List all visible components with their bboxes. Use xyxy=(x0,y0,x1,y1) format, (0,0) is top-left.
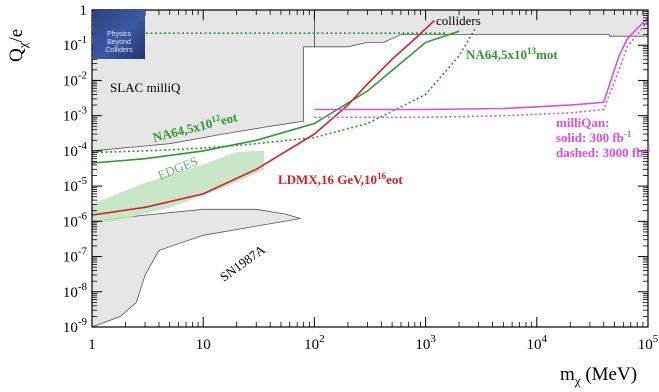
physics-beyond-colliders-logo: Physics Beyond Colliders xyxy=(93,9,145,59)
x-tick-label: 1 xyxy=(88,337,96,353)
y-tick-label: 10-4 xyxy=(63,140,88,160)
axis-ticks: 1 10 102 103 104 105 1 10-1 10-2 10-3 10-4 10-5 10-6… xyxy=(63,3,659,353)
y-tick-label: 10-1 xyxy=(63,34,87,54)
series-na64-eot xyxy=(91,30,460,164)
series-ldmx xyxy=(91,20,435,216)
plot-frame xyxy=(91,9,649,328)
logo-line-3: Colliders xyxy=(105,47,133,54)
label-sn1987a: SN1987A xyxy=(217,241,268,284)
logo-line-2: Beyond xyxy=(107,39,131,46)
x-tick-label: 102 xyxy=(304,333,325,353)
y-tick-label: 10-5 xyxy=(63,175,88,195)
milliqan-legend-title: milliQan: xyxy=(556,115,609,130)
label-slac-milliq: SLAC milliQ xyxy=(110,80,181,95)
milliqan-legend: milliQan: solid: 300 fb-1 dashed: 3000 f… xyxy=(556,115,651,160)
series-na64-mot xyxy=(91,27,476,154)
x-axis-title-sub: χ xyxy=(574,373,581,388)
y-tick-label: 10-9 xyxy=(63,316,88,336)
x-tick-label: 105 xyxy=(638,333,659,353)
logo-line-1: Physics xyxy=(106,31,132,38)
series-milliqan-3000 xyxy=(314,20,649,119)
x-tick-label: 104 xyxy=(527,333,548,353)
x-tick-label: 10 xyxy=(196,337,211,353)
label-na64-mot: NA64,5x1013mot xyxy=(466,46,558,62)
y-tick-label: 10-6 xyxy=(63,210,88,230)
x-tick-label: 103 xyxy=(415,333,436,353)
milliqan-legend-dashed: dashed: 3000 fb-1 xyxy=(556,144,651,160)
y-tick-label: 10-7 xyxy=(63,246,88,266)
region-slac-milliq xyxy=(91,9,315,152)
label-colliders: colliders xyxy=(436,13,481,28)
label-ldmx: LDMX,16 GeV,1016eot xyxy=(278,171,403,187)
y-tick-label: 1 xyxy=(80,3,88,19)
projection-curves xyxy=(91,17,649,216)
y-tick-label: 10-2 xyxy=(63,69,87,89)
y-tick-label: 10-3 xyxy=(63,105,88,125)
y-axis-title: Qχ/e xyxy=(6,29,30,62)
region-edges xyxy=(91,150,265,222)
region-colliders xyxy=(314,9,649,48)
excluded-regions xyxy=(91,9,649,328)
series-milliqan-300 xyxy=(314,17,649,111)
milliqan-legend-solid: solid: 300 fb-1 xyxy=(556,129,632,145)
x-axis-title: mχ (MeV) xyxy=(560,364,637,388)
y-axis-title-sub: χ xyxy=(15,42,30,49)
region-sn1987a xyxy=(91,208,301,328)
y-tick-label: 10-8 xyxy=(63,281,88,301)
